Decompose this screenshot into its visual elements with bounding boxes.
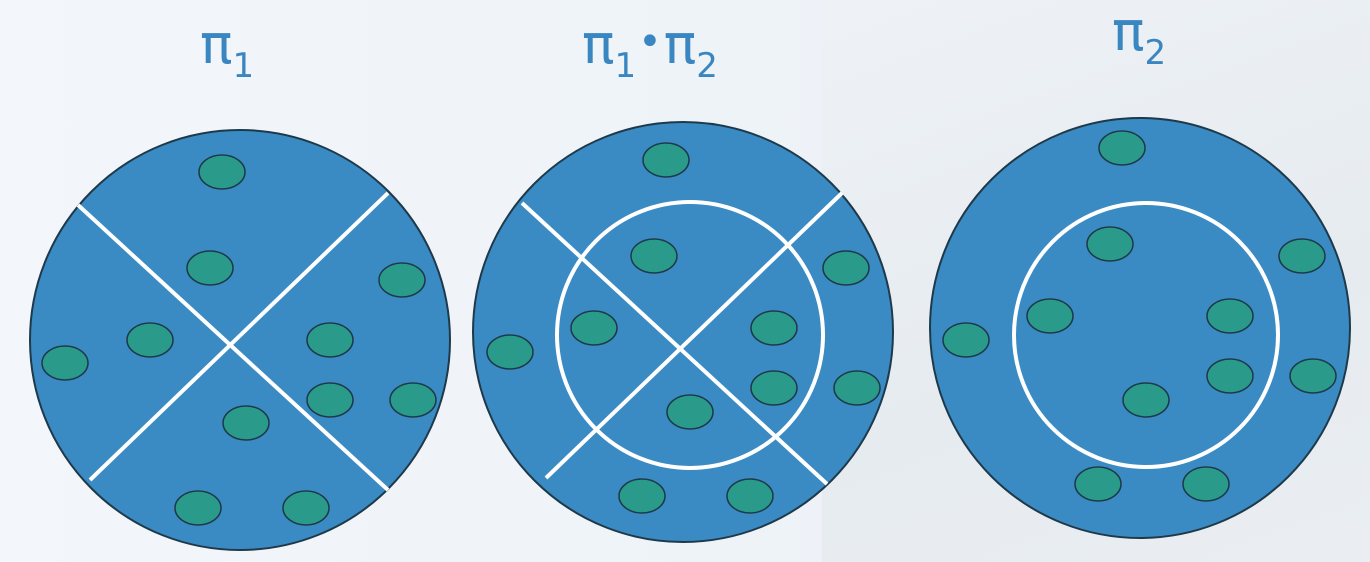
element — [126, 322, 174, 358]
element — [1278, 238, 1326, 274]
element — [186, 250, 234, 286]
element — [198, 154, 246, 190]
diagram-pi2 — [929, 117, 1351, 539]
element — [378, 262, 426, 298]
element — [750, 370, 798, 406]
element — [1206, 358, 1254, 394]
inner-boundary — [555, 200, 825, 470]
divider-line — [88, 191, 390, 482]
disk-product — [472, 121, 894, 543]
element — [389, 382, 437, 418]
element — [486, 334, 534, 370]
inner-boundary — [1012, 201, 1280, 469]
element — [306, 322, 354, 358]
element — [282, 490, 330, 526]
partition-pi2-label: π2 — [1112, 0, 1167, 73]
element — [306, 382, 354, 418]
element — [1289, 358, 1337, 394]
element — [726, 478, 774, 514]
element — [1098, 130, 1146, 166]
element — [1182, 466, 1230, 502]
partition-product-label: π1•π2 — [582, 13, 718, 86]
element — [666, 394, 714, 430]
element — [1086, 226, 1134, 262]
element — [1074, 466, 1122, 502]
diagram-product — [472, 121, 894, 543]
divider-line — [76, 203, 390, 492]
element — [1026, 298, 1074, 334]
diagram-pi1 — [29, 129, 451, 551]
element — [833, 370, 881, 406]
partition-pi1-label: π1 — [200, 13, 255, 86]
disk-pi2 — [929, 117, 1351, 539]
element — [942, 322, 990, 358]
element — [570, 310, 618, 346]
element — [1206, 298, 1254, 334]
element — [750, 310, 798, 346]
element — [222, 405, 270, 441]
element — [630, 238, 678, 274]
element — [41, 345, 89, 381]
element — [618, 478, 666, 514]
element — [174, 490, 222, 526]
element — [642, 142, 690, 178]
element — [822, 250, 870, 286]
element — [1122, 382, 1170, 418]
